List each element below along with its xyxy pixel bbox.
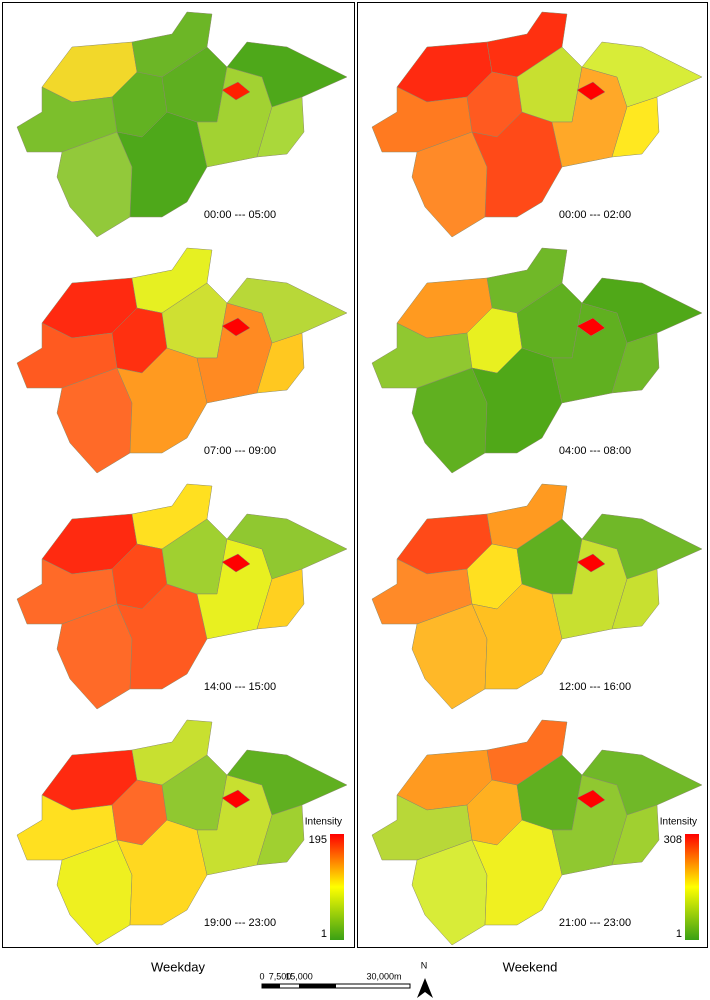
- district: [116, 819, 208, 926]
- district: [576, 553, 606, 573]
- district: [611, 96, 660, 158]
- legend-min: 1: [321, 928, 327, 940]
- time-label: 14:00 --- 15:00: [204, 681, 276, 693]
- district: [226, 41, 348, 108]
- legend-min: 1: [676, 928, 682, 940]
- scale-label: 15,000: [285, 971, 313, 981]
- weekend-frame: [357, 2, 708, 948]
- time-label: 00:00 --- 05:00: [204, 209, 276, 221]
- district: [221, 553, 251, 573]
- time-label: 12:00 --- 16:00: [559, 681, 631, 693]
- panel-label: Weekend: [503, 959, 558, 974]
- district: [221, 81, 251, 101]
- district: [116, 583, 208, 690]
- district: [471, 819, 563, 926]
- district: [576, 81, 606, 101]
- district: [226, 749, 348, 816]
- legend-ramp: [685, 834, 699, 940]
- district-map: [371, 719, 703, 946]
- north-label: N: [421, 960, 428, 970]
- district: [581, 513, 703, 580]
- legend-max: 308: [664, 834, 682, 846]
- district: [256, 332, 305, 394]
- district: [581, 749, 703, 816]
- district: [576, 789, 606, 809]
- time-label: 04:00 --- 08:00: [559, 445, 631, 457]
- time-label: 19:00 --- 23:00: [204, 917, 276, 929]
- legend-title: Intensity: [305, 817, 342, 828]
- scale-label: 30,000m: [366, 971, 401, 981]
- district: [611, 568, 660, 630]
- district-map: [371, 11, 703, 238]
- legend-max: 195: [309, 834, 327, 846]
- panel-label: Weekday: [151, 959, 205, 974]
- north-arrow: [417, 978, 433, 998]
- legend-title: Intensity: [660, 817, 697, 828]
- district: [256, 804, 305, 866]
- district: [226, 513, 348, 580]
- district: [611, 804, 660, 866]
- district: [611, 332, 660, 394]
- time-label: 00:00 --- 02:00: [559, 209, 631, 221]
- district-map: [16, 483, 348, 710]
- district: [471, 111, 563, 218]
- time-label: 21:00 --- 23:00: [559, 917, 631, 929]
- district: [471, 347, 563, 454]
- weekday-frame: [2, 2, 355, 948]
- district-map: [16, 247, 348, 474]
- district: [581, 41, 703, 108]
- district: [116, 111, 208, 218]
- district: [256, 568, 305, 630]
- district: [471, 583, 563, 690]
- time-label: 07:00 --- 09:00: [204, 445, 276, 457]
- district: [226, 277, 348, 344]
- district: [256, 96, 305, 158]
- district-map: [371, 483, 703, 710]
- district: [221, 789, 251, 809]
- district-map: [16, 11, 348, 238]
- district-map: [371, 247, 703, 474]
- legend-ramp: [330, 834, 344, 940]
- scale-label: 7,500: [269, 971, 292, 981]
- district-map: [16, 719, 348, 946]
- scale-bar: [261, 983, 411, 989]
- district: [221, 317, 251, 337]
- district: [576, 317, 606, 337]
- district: [581, 277, 703, 344]
- scale-label: 0: [259, 971, 264, 981]
- district: [116, 347, 208, 454]
